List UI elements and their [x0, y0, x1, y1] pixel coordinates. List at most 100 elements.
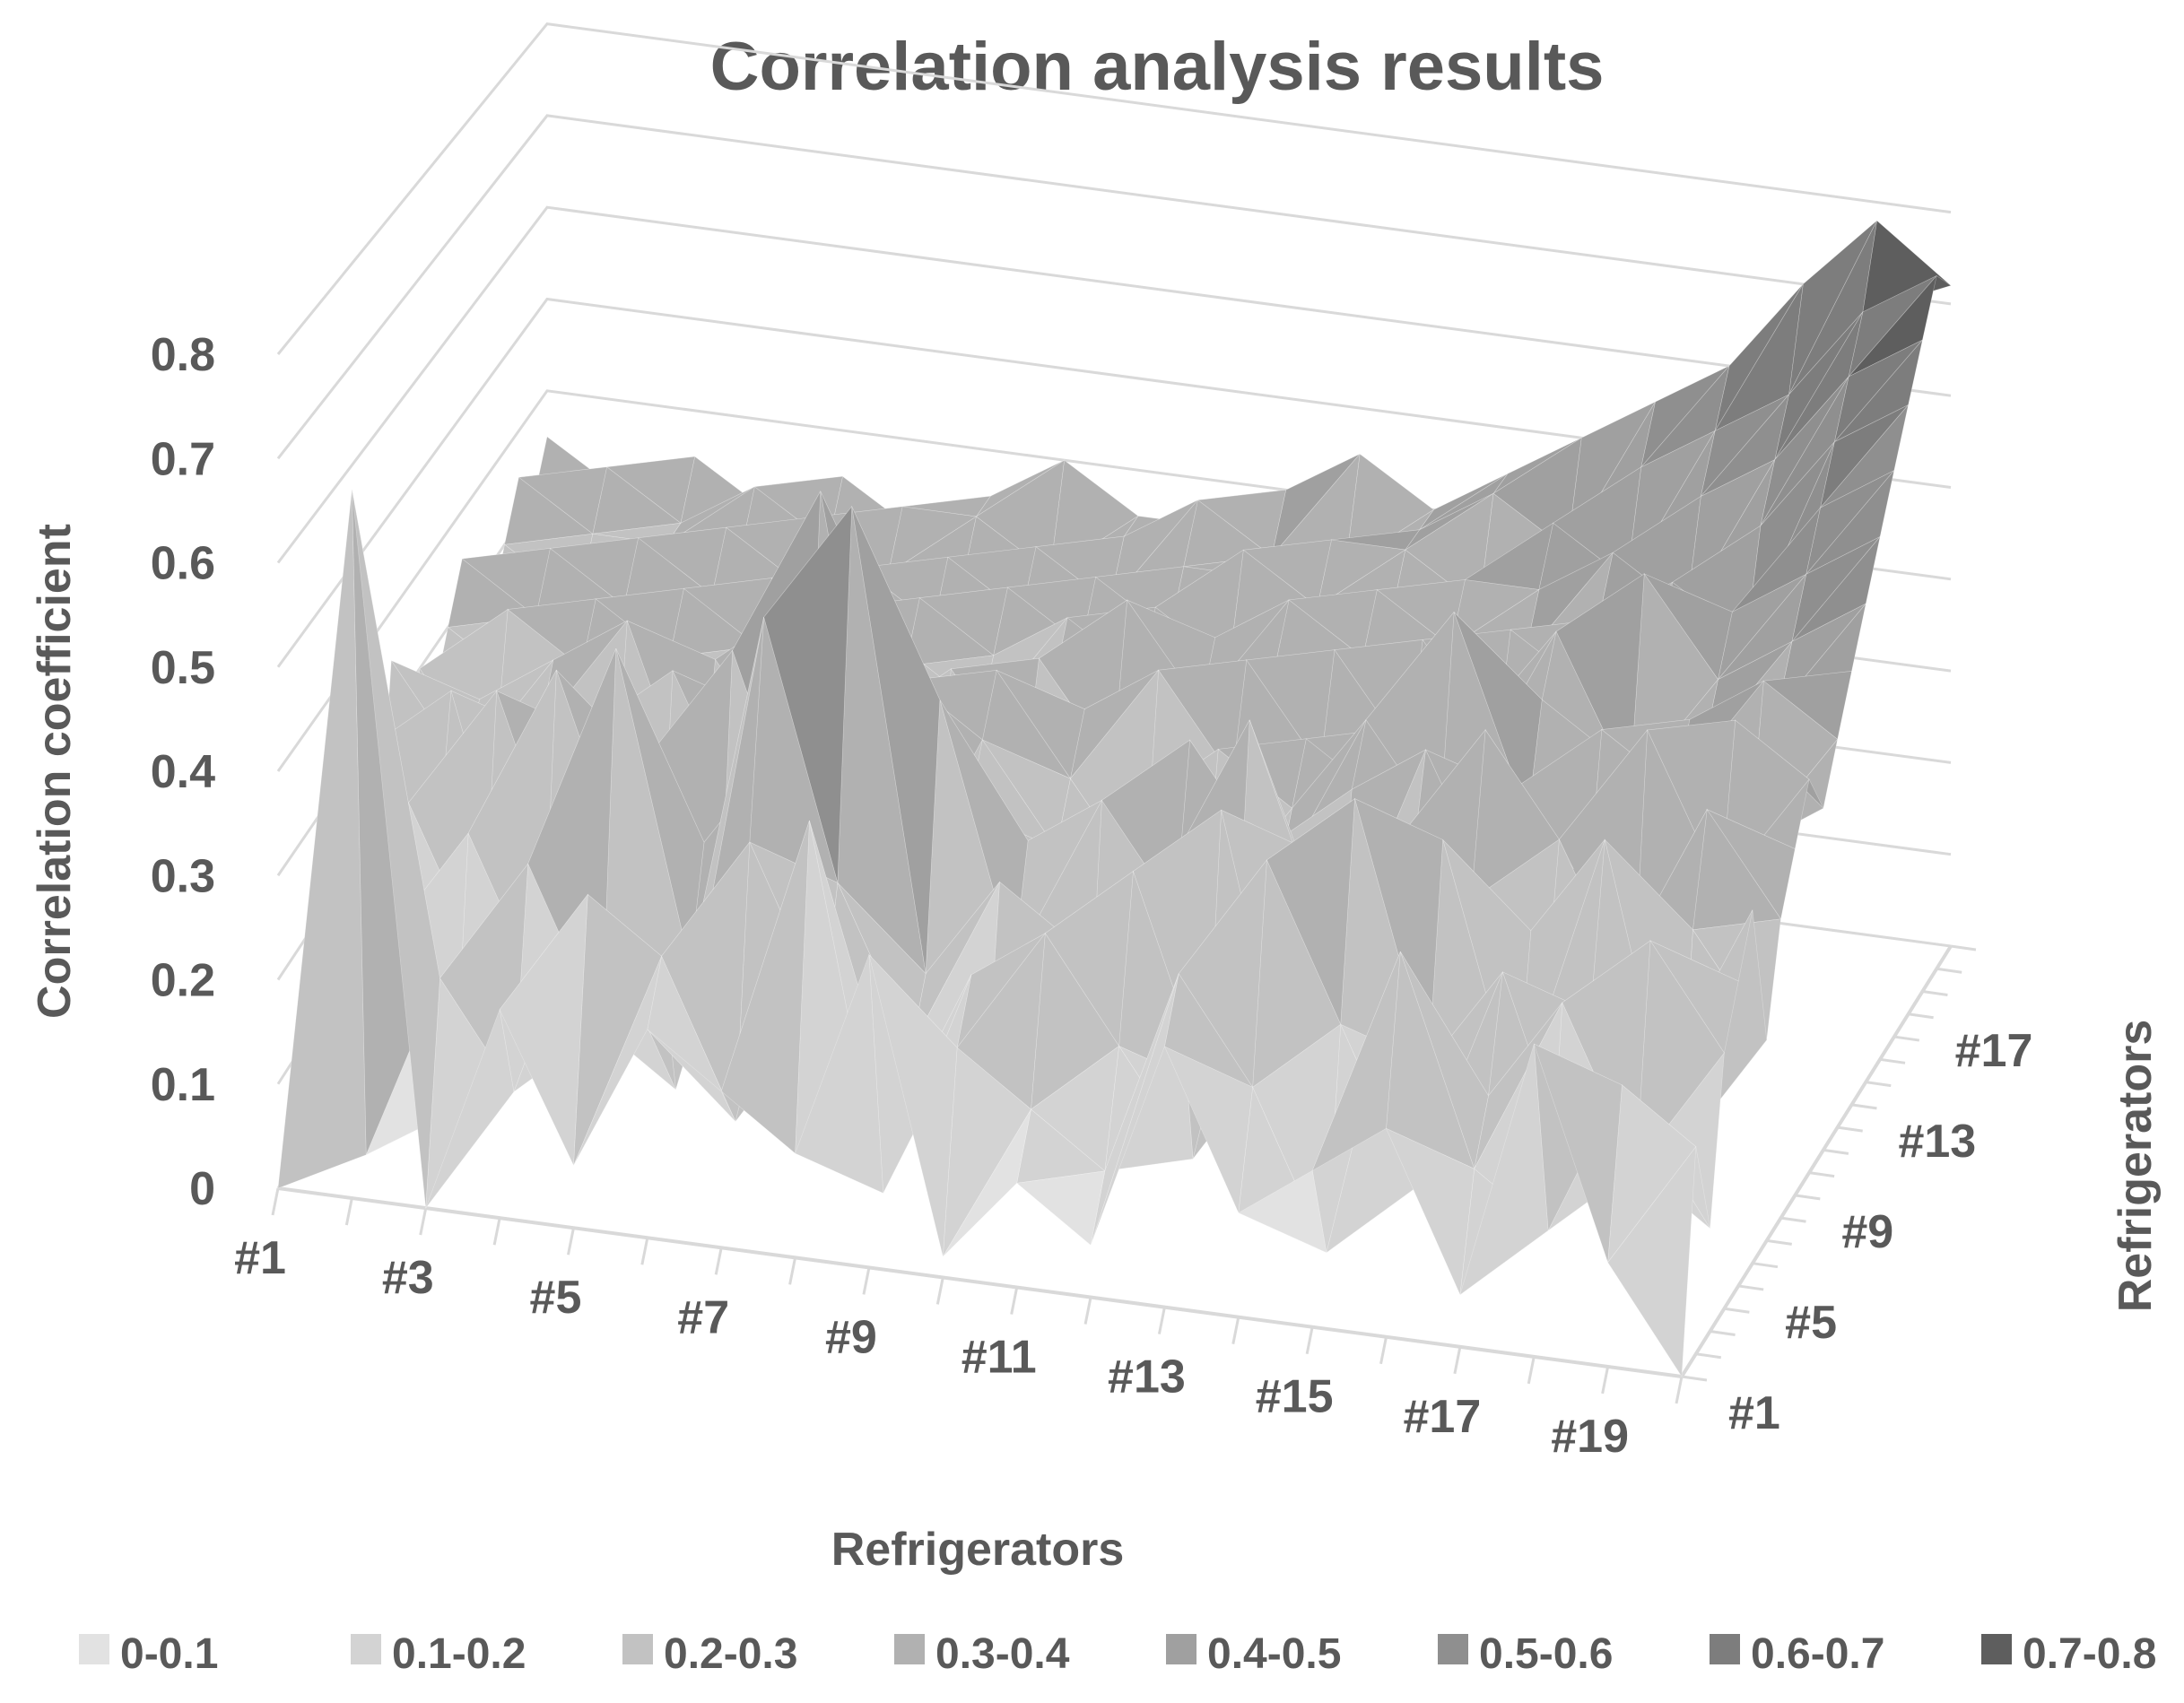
- surface-facet: [1459, 1044, 1549, 1296]
- legend-swatch: [1166, 1634, 1196, 1664]
- surface-facet: [1848, 275, 1937, 378]
- surface-facet: [1607, 1145, 1697, 1377]
- surface-facet: [1090, 973, 1179, 1246]
- legend-label: 0.5-0.6: [1479, 1630, 1613, 1678]
- surface-facet: [277, 489, 367, 1189]
- z-tick-label: 0.8: [151, 329, 215, 381]
- depth-axis-line: [1680, 944, 1953, 1378]
- surface-facet: [1385, 1127, 1475, 1296]
- surface-facet: [1567, 401, 1657, 551]
- x-tick-mark: [935, 1277, 944, 1305]
- gridline-6: [276, 205, 1952, 564]
- x-tick-mark: [419, 1207, 428, 1236]
- surface-facet: [1640, 365, 1730, 468]
- x-tick-mark: [344, 1197, 353, 1226]
- surface-facet: [1533, 1043, 1623, 1263]
- legend: 0-0.1 0.1-0.2 0.2-0.3 0.3-0.4 0.4-0.5 0.5-0.6…: [79, 1630, 2156, 1678]
- depth-tick-mark: [1866, 1081, 1892, 1088]
- surface-facet: [1732, 508, 1821, 613]
- x-tick-label: #3: [382, 1252, 434, 1304]
- legend-label: 0.7-0.8: [2023, 1630, 2156, 1678]
- legend-swatch: [1710, 1634, 1740, 1664]
- surface-facet: [1701, 394, 1789, 497]
- legend-swatch: [1438, 1634, 1468, 1664]
- surface-facet: [1848, 275, 1937, 378]
- x-tick-mark: [714, 1247, 723, 1275]
- x-tick-mark: [1453, 1346, 1462, 1375]
- depth-tick-mark: [1695, 1352, 1722, 1360]
- x-tick-label: #11: [961, 1332, 1037, 1384]
- gridline-8: [276, 22, 1952, 355]
- z-tick-label: 0.6: [151, 538, 215, 590]
- surface-facet: [1311, 951, 1401, 1172]
- surface-facet: [1266, 798, 1355, 1025]
- x-tick-mark: [862, 1267, 871, 1295]
- surface-facet: [1791, 536, 1881, 642]
- x-tick-label: #5: [530, 1272, 582, 1324]
- depth-tick-mark: [1837, 1125, 1863, 1133]
- surface-facet: [1164, 973, 1254, 1089]
- surface-facet: [976, 459, 1065, 517]
- depth-tick-mark: [1808, 1171, 1835, 1178]
- legend-label: 0.6-0.7: [1751, 1630, 1884, 1678]
- z-tick-label: 0: [189, 1163, 215, 1215]
- depth-axis-ticks: #1#5#9#13 #17: [1728, 1025, 2032, 1439]
- surface-facet: [1163, 1046, 1253, 1214]
- depth-tick-mark: [1879, 1057, 1906, 1064]
- depth-tick-mark: [1936, 967, 1962, 974]
- depth-tick-label: #5: [1785, 1297, 1837, 1349]
- x-tick-label: #13: [1108, 1351, 1186, 1403]
- surface-facet: [1762, 671, 1852, 740]
- x-tick-label: #7: [677, 1291, 729, 1343]
- surface-facet: [499, 893, 588, 1166]
- surface-facet: [504, 476, 594, 545]
- gridline-7: [276, 114, 1952, 460]
- legend-swatch: [79, 1634, 109, 1664]
- surface-facet: [996, 669, 1085, 779]
- x-tick-label: #15: [1256, 1371, 1334, 1423]
- surface-facet: [647, 1029, 736, 1122]
- surface-facet: [1238, 1169, 1327, 1254]
- surface-facet: [1805, 470, 1895, 575]
- depth-tick-label: #1: [1728, 1387, 1780, 1439]
- surface-facet: [720, 820, 810, 1154]
- z-tick-label: 0.1: [151, 1059, 215, 1111]
- x-tick-mark: [788, 1257, 797, 1285]
- depth-tick-mark: [1737, 1284, 1764, 1291]
- z-tick-label: 0.2: [151, 955, 215, 1007]
- depth-axis-label: Refrigerators: [2110, 1020, 2162, 1313]
- legend-label: 0.2-0.3: [664, 1630, 797, 1678]
- x-tick-mark: [567, 1227, 575, 1256]
- surface-facet: [1714, 283, 1804, 431]
- depth-tick-mark: [1908, 1012, 1934, 1020]
- depth-tick-mark: [1780, 1216, 1806, 1223]
- surface-facet: [1760, 376, 1849, 526]
- surface: [277, 220, 1952, 1377]
- depth-tick-mark: [1752, 1262, 1779, 1269]
- depth-tick-mark: [1950, 944, 1977, 951]
- z-tick-label: 0.3: [151, 850, 215, 902]
- x-tick-mark: [271, 1187, 280, 1216]
- legend-swatch: [894, 1634, 925, 1664]
- surface-facet: [1109, 500, 1198, 604]
- surface-facet: [956, 932, 1046, 1110]
- gridline-5: [276, 297, 1952, 668]
- legend-label: 0.4-0.5: [1207, 1630, 1341, 1678]
- z-tick-label: 0.5: [151, 642, 215, 694]
- x-axis-label: Refrigerators: [831, 1524, 1125, 1576]
- chart-title: Correlation analysis results: [710, 29, 1605, 105]
- surface-facet: [1706, 808, 1796, 920]
- depth-tick-mark: [1893, 1035, 1920, 1042]
- x-tick-mark: [1231, 1316, 1240, 1344]
- legend-label: 0.1-0.2: [392, 1630, 526, 1678]
- legend-label: 0-0.1: [120, 1630, 218, 1678]
- surface-facet: [573, 956, 662, 1166]
- x-tick-mark: [1527, 1356, 1536, 1385]
- surface-facet: [425, 1008, 515, 1209]
- surface-facet: [795, 954, 884, 1194]
- x-tick-mark: [1305, 1326, 1314, 1355]
- depth-tick-mark: [1710, 1329, 1736, 1336]
- legend-swatch: [351, 1634, 381, 1664]
- depth-tick-mark: [1681, 1375, 1708, 1382]
